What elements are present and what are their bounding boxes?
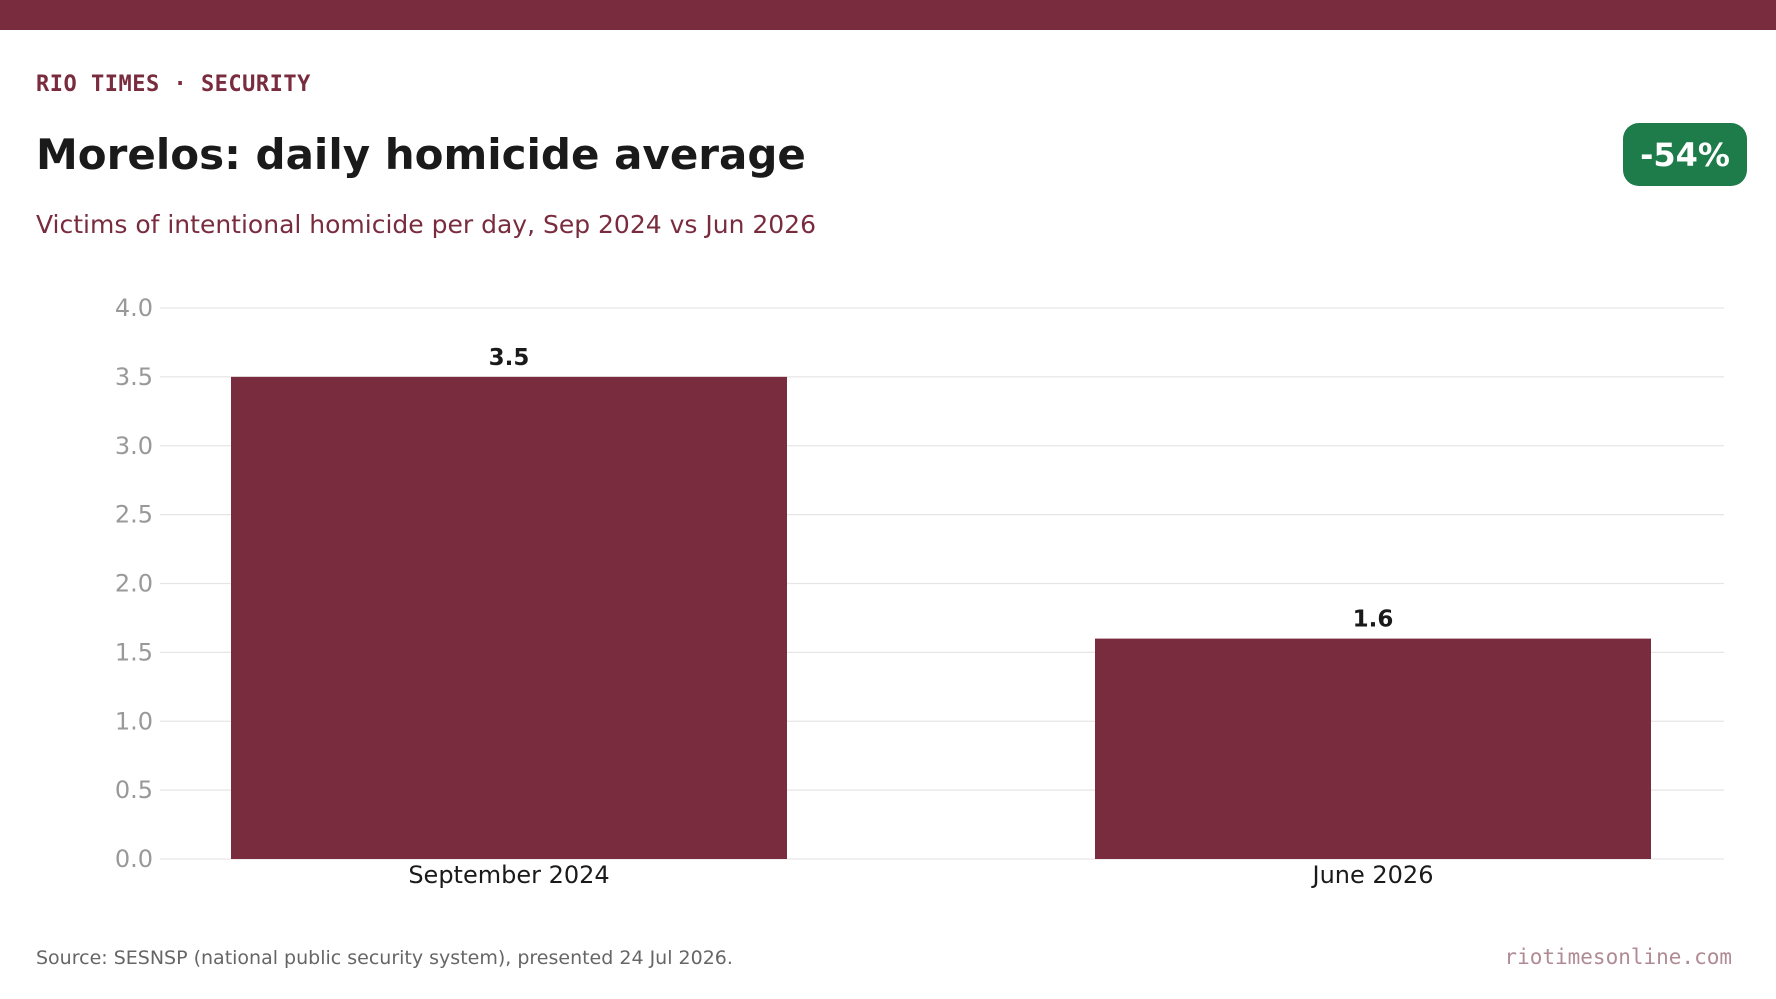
- y-tick-label: 2.0: [115, 570, 153, 598]
- change-badge: -54%: [1623, 123, 1747, 186]
- y-tick-label: 1.0: [115, 707, 153, 735]
- category-label: June 2026: [1311, 861, 1434, 889]
- top-brand-bar: [0, 0, 1776, 30]
- bar-value-label: 1.6: [1353, 607, 1394, 633]
- bars: [231, 376, 1651, 859]
- source-note: Source: SESNSP (national public security…: [36, 947, 733, 969]
- category-label: September 2024: [408, 861, 609, 889]
- site-credit: riotimesonline.com: [1504, 945, 1732, 969]
- chart-title: Morelos: daily homicide average: [36, 130, 806, 179]
- y-tick-label: 2.5: [115, 501, 153, 529]
- y-tick-label: 4.0: [115, 294, 153, 322]
- y-tick-label: 0.5: [115, 776, 153, 804]
- bar-2: [1095, 638, 1651, 859]
- chart-subtitle: Victims of intentional homicide per day,…: [36, 210, 816, 239]
- bar-1: [231, 376, 787, 859]
- bar-labels: 3.5 September 2024 1.6 June 2026: [408, 345, 1433, 889]
- section-kicker: RIO TIMES · SECURITY: [36, 72, 311, 97]
- y-axis-ticks: 0.0 0.5 1.0 1.5 2.0 2.5 3.0 3.5 4.0: [115, 294, 153, 873]
- y-tick-label: 0.0: [115, 845, 153, 873]
- bar-value-label: 3.5: [489, 345, 530, 371]
- y-tick-label: 3.0: [115, 432, 153, 460]
- y-tick-label: 3.5: [115, 363, 153, 391]
- y-tick-label: 1.5: [115, 638, 153, 666]
